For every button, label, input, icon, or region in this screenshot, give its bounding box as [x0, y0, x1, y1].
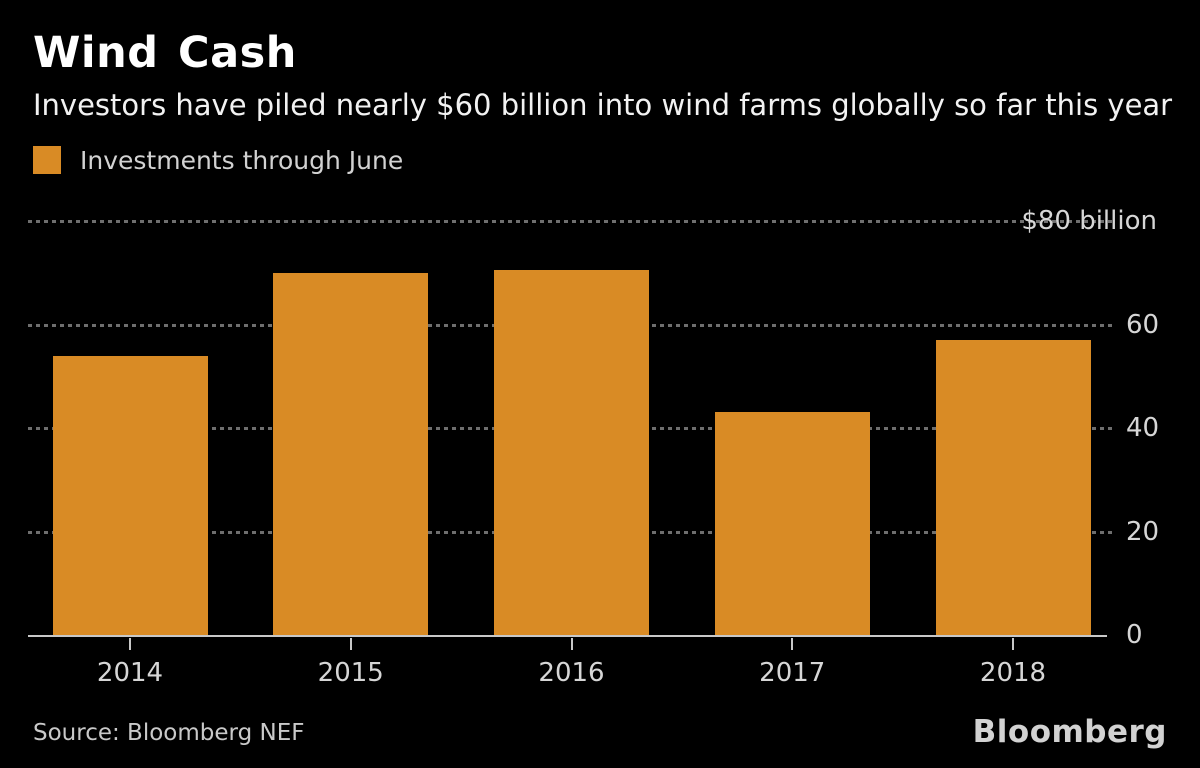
y-axis-label-0: 0: [1126, 620, 1143, 650]
x-axis-label-2014: 2014: [96, 658, 164, 688]
chart-subtitle: Investors have piled nearly $60 billion …: [33, 88, 1173, 122]
y-axis-label-20: 20: [1126, 516, 1160, 547]
gridline-80: [28, 220, 1113, 223]
x-axis-label-2018: 2018: [979, 658, 1047, 688]
y-axis-label-60: 60: [1126, 309, 1160, 340]
x-axis-label-2017: 2017: [759, 658, 826, 688]
y-axis-label-80: $80 billion: [1021, 206, 1157, 236]
x-axis-tick-2014: [129, 638, 131, 650]
legend-swatch-icon: [33, 146, 61, 174]
bloomberg-logo: Bloomberg: [972, 714, 1167, 750]
page-title: Wind Cash: [33, 28, 297, 78]
bar-2015: [273, 272, 429, 635]
bar-2014: [52, 355, 208, 635]
x-axis-tick-2018: [1012, 638, 1014, 650]
y-axis-label-40: 40: [1126, 413, 1160, 443]
x-axis-label-2016: 2016: [538, 658, 605, 688]
x-axis-line: [28, 635, 1107, 637]
bar-2018: [935, 340, 1091, 635]
legend: Investments through June: [33, 145, 404, 175]
bar-2016: [494, 270, 649, 635]
x-axis-tick-2017: [791, 638, 794, 650]
x-axis-tick-2016: [570, 638, 573, 650]
x-axis-tick-2015: [349, 638, 352, 650]
x-axis-label-2015: 2015: [317, 658, 384, 688]
legend-label: Investments through June: [80, 145, 404, 175]
bar-2017: [714, 412, 870, 635]
source-note: Source: Bloomberg NEF: [33, 720, 305, 746]
